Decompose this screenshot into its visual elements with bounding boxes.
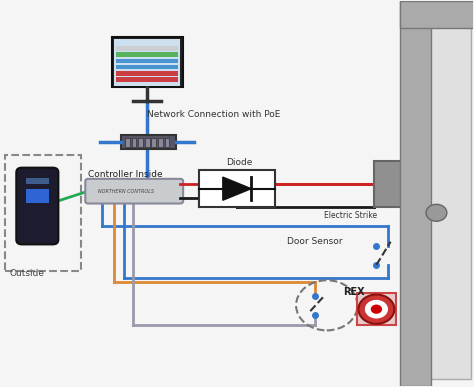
Bar [125,139,130,147]
Bar [117,65,178,69]
Bar [121,135,175,149]
Bar [117,71,178,75]
Circle shape [371,305,382,314]
Bar [356,293,396,325]
Text: REX: REX [343,287,365,297]
Bar [400,1,474,28]
Text: Electric Strike: Electric Strike [324,211,378,220]
Bar [117,52,178,57]
Bar [26,189,49,203]
Bar [117,46,178,51]
Bar [114,39,180,86]
Text: Controller Inside: Controller Inside [88,170,163,179]
Bar [145,139,150,147]
Bar [400,1,431,386]
Circle shape [426,204,447,221]
Bar [164,139,169,147]
Bar [199,170,275,207]
FancyBboxPatch shape [16,168,58,245]
Bar [138,139,143,147]
Bar [158,139,163,147]
Bar [26,178,49,185]
Circle shape [364,299,389,319]
Text: Outside: Outside [9,269,44,278]
Bar [117,77,178,82]
Text: Door Sensor: Door Sensor [287,237,342,246]
Text: Network Connection with PoE: Network Connection with PoE [147,110,281,119]
Circle shape [358,295,394,324]
FancyBboxPatch shape [85,179,183,204]
Bar [117,58,178,63]
Bar [410,9,471,378]
Bar [112,37,182,87]
Bar [374,161,401,207]
Bar [5,155,81,271]
Text: NORTHERN CONTROLS: NORTHERN CONTROLS [98,189,154,194]
Polygon shape [223,177,251,200]
Text: Diode: Diode [226,158,253,167]
Bar [132,139,137,147]
Bar [152,139,156,147]
